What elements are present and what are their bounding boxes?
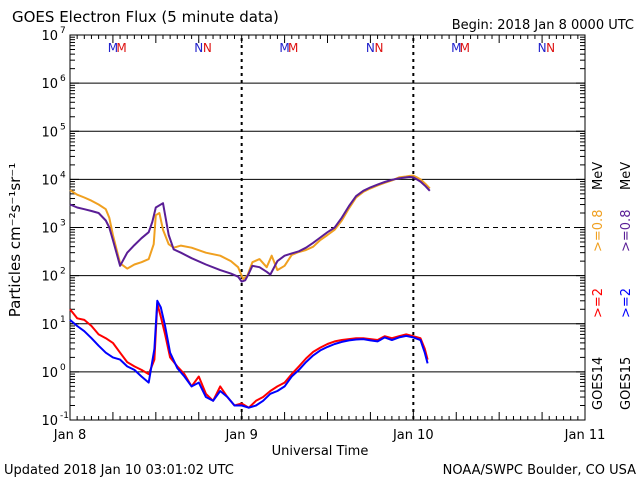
- y-tick-label: 10: [41, 29, 58, 44]
- legend-goes15-name: GOES15: [619, 357, 634, 410]
- marker-n: N: [203, 41, 212, 55]
- legend-goes15-high: >=0.8: [619, 210, 634, 252]
- chart-title: GOES Electron Flux (5 minute data): [12, 8, 279, 26]
- marker-m: M: [108, 41, 118, 55]
- y-tick-exponent: -1: [60, 411, 69, 421]
- legend-goes15-low: >=2: [619, 288, 634, 318]
- y-tick-label: 10: [41, 77, 58, 92]
- y-tick-exponent: 3: [60, 219, 66, 229]
- series-goes15-high: [69, 176, 431, 283]
- legend-goes14-low: >=2: [591, 288, 606, 318]
- marker-m: M: [288, 41, 298, 55]
- y-tick-label: 10: [41, 270, 58, 285]
- y-tick-label: 10: [41, 414, 58, 429]
- marker-m: M: [451, 41, 461, 55]
- updated-label: Updated 2018 Jan 10 03:01:02 UTC: [4, 463, 234, 478]
- x-tick-label: Jan 8: [53, 428, 86, 443]
- legend-goes14-high: >=0.8: [591, 210, 606, 252]
- marker-n: N: [538, 41, 547, 55]
- marker-n: N: [194, 41, 203, 55]
- y-tick-label: 10: [41, 173, 58, 188]
- begin-label: Begin: 2018 Jan 8 0000 UTC: [452, 18, 634, 33]
- right-legend: GOES14 GOES15 >=2 >=2 >=0.8 >=0.8 MeV Me…: [591, 162, 634, 410]
- y-tick-exponent: 4: [60, 170, 66, 180]
- marker-n: N: [546, 41, 555, 55]
- y-tick-exponent: 5: [60, 122, 66, 132]
- y-tick-exponent: 2: [60, 267, 66, 277]
- y-tick-label: 10: [41, 318, 58, 333]
- legend-unit-goes14: MeV: [591, 162, 606, 190]
- x-tick-label: Jan 10: [392, 428, 434, 443]
- marker-m: M: [460, 41, 470, 55]
- y-tick-exponent: 6: [60, 74, 66, 84]
- legend-unit-goes15: MeV: [619, 162, 634, 190]
- credit-label: NOAA/SWPC Boulder, CO USA: [443, 463, 636, 478]
- y-axis-label: Particles cm⁻²s⁻¹sr⁻¹: [6, 163, 24, 317]
- marker-n: N: [366, 41, 375, 55]
- y-tick-exponent: 0: [60, 363, 66, 373]
- y-tick-label: 10: [41, 125, 58, 140]
- marker-n: N: [375, 41, 384, 55]
- legend-goes14-name: GOES14: [591, 357, 606, 410]
- y-tick-label: 10: [41, 222, 58, 237]
- y-tick-label: 10: [41, 366, 58, 381]
- x-tick-label: Jan 11: [564, 428, 606, 443]
- x-axis-label: Universal Time: [272, 444, 369, 459]
- y-tick-exponent: 7: [60, 26, 66, 36]
- series-goes15-low: [69, 299, 429, 409]
- x-tick-label: Jan 9: [224, 428, 257, 443]
- y-tick-exponent: 1: [60, 315, 66, 325]
- marker-m: M: [116, 41, 126, 55]
- marker-m: M: [279, 41, 289, 55]
